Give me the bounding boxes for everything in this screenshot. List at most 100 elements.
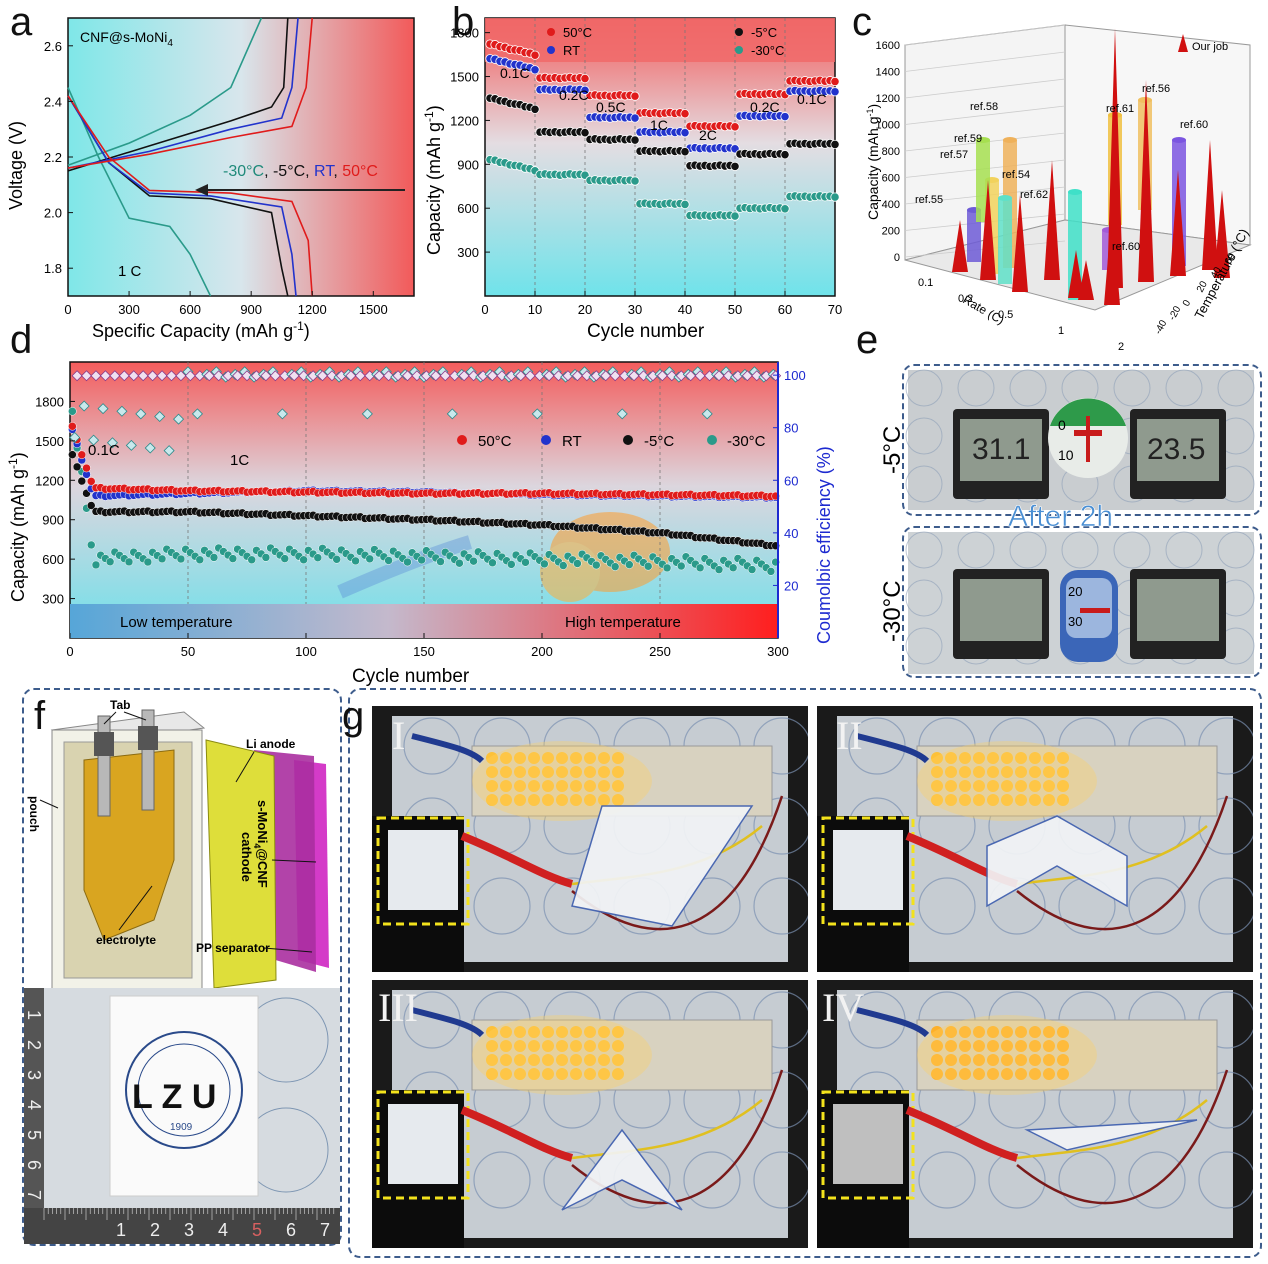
panel-a-xlabel: Specific Capacity (mAh g-1) xyxy=(92,319,310,341)
led xyxy=(1015,1026,1027,1038)
our-job-spike xyxy=(952,220,968,272)
data-point xyxy=(680,109,690,119)
led xyxy=(598,752,610,764)
led xyxy=(584,1068,596,1080)
led xyxy=(973,1068,985,1080)
ce-point xyxy=(317,370,329,382)
led-glow xyxy=(917,1015,1097,1095)
stamp-circle xyxy=(1113,369,1151,407)
led xyxy=(570,766,582,778)
y-tick-label: 1800 xyxy=(35,394,64,409)
svg-text:-30°C: -30°C xyxy=(751,43,784,58)
led xyxy=(1043,780,1055,792)
stamp-circle xyxy=(905,531,943,569)
led xyxy=(973,794,985,806)
reference-bar-cap xyxy=(976,137,990,143)
ce-point xyxy=(619,370,631,382)
led xyxy=(1057,752,1069,764)
led xyxy=(1057,1054,1069,1066)
x-tick-label: 100 xyxy=(295,644,317,659)
alligator-clip-red xyxy=(460,832,574,888)
ruler-vertical-label: 3 xyxy=(24,1070,44,1080)
panel-d-rate2: 1C xyxy=(230,452,249,469)
battery-photo xyxy=(109,995,259,1197)
y-tick-label: 2.0 xyxy=(44,206,62,221)
ce-point xyxy=(213,370,225,382)
led xyxy=(486,780,498,792)
ref-label: ref.54 xyxy=(1002,169,1030,181)
led xyxy=(1043,1026,1055,1038)
panel-d-letter: d xyxy=(10,318,33,362)
data-point xyxy=(780,204,790,214)
ce-point xyxy=(562,370,574,382)
ce-point xyxy=(298,370,310,382)
rate-label: 0.1C xyxy=(500,65,530,81)
reference-bar xyxy=(967,210,981,262)
led xyxy=(556,780,568,792)
led xyxy=(598,1040,610,1052)
led xyxy=(959,1054,971,1066)
ce-point xyxy=(531,408,543,420)
ruler-horizontal-label: 7 xyxy=(320,1220,330,1240)
y-tick-label: 1500 xyxy=(35,434,64,449)
y-tick-label: 2.2 xyxy=(44,150,62,165)
led xyxy=(1057,1040,1069,1052)
led xyxy=(1029,1054,1041,1066)
data-point xyxy=(558,561,568,570)
stamp-circle xyxy=(957,531,995,569)
led xyxy=(598,794,610,806)
svg-text:50°C: 50°C xyxy=(478,433,512,450)
panel-d-legend: 50°C RT -5°C -30°C xyxy=(457,433,766,450)
reference-bar-cap xyxy=(1068,189,1082,195)
led xyxy=(556,1040,568,1052)
x-tick-label: 0 xyxy=(66,644,73,659)
data-point xyxy=(540,559,549,569)
ruler-vertical-label: 5 xyxy=(24,1130,44,1140)
stamp-circle xyxy=(753,1151,808,1209)
x-tick-label: 300 xyxy=(118,302,140,317)
led xyxy=(500,780,512,792)
label-cathode: s-MoNi4@CNF xyxy=(252,800,270,888)
svg-text:RT: RT xyxy=(563,43,580,58)
x-tick-label: 200 xyxy=(531,644,553,659)
ce-point xyxy=(81,370,93,382)
ce-point xyxy=(760,370,772,382)
ce-point xyxy=(184,370,196,382)
ce-point xyxy=(439,370,451,382)
led xyxy=(959,752,971,764)
led xyxy=(1029,1040,1041,1052)
led xyxy=(556,752,568,764)
ce-point xyxy=(154,410,166,423)
ce-point xyxy=(383,370,395,382)
panel-f-frame xyxy=(22,688,342,1246)
x-tick-label: 1500 xyxy=(359,302,388,317)
led xyxy=(542,794,554,806)
x-tick-label: 50 xyxy=(728,302,742,317)
ce-point xyxy=(364,370,376,382)
grid-line xyxy=(904,105,1066,125)
led xyxy=(987,752,999,764)
panel-c-ylabel: Capacity (mAh g-1) xyxy=(865,104,881,220)
led xyxy=(612,1068,624,1080)
data-point xyxy=(680,199,690,210)
ruler-vertical-label: 7 xyxy=(24,1190,44,1200)
data-point xyxy=(680,128,690,138)
y-tick-label: 1200 xyxy=(876,93,900,105)
led xyxy=(542,1026,554,1038)
x-tick-label: 1200 xyxy=(298,302,327,317)
led xyxy=(598,1054,610,1066)
temp-tick-label: -20 xyxy=(1167,304,1184,322)
panel-a-letter: a xyxy=(10,0,33,44)
ce-point xyxy=(590,370,602,382)
data-point xyxy=(780,112,790,122)
ce-point xyxy=(732,370,744,382)
rate-label: 0.5C xyxy=(596,99,626,115)
ce-point xyxy=(90,370,102,382)
data-point xyxy=(580,85,590,95)
temp-tick-label: 0 xyxy=(1181,298,1194,308)
data-point xyxy=(630,91,640,101)
temp-tick-label: 20 xyxy=(1195,279,1210,294)
panel-d-chart: 0 50 100 150 200 250 300 300 600 900 1200 1500 1800 2… xyxy=(6,361,834,687)
data-point xyxy=(209,553,219,562)
folded-battery xyxy=(1024,1119,1198,1151)
